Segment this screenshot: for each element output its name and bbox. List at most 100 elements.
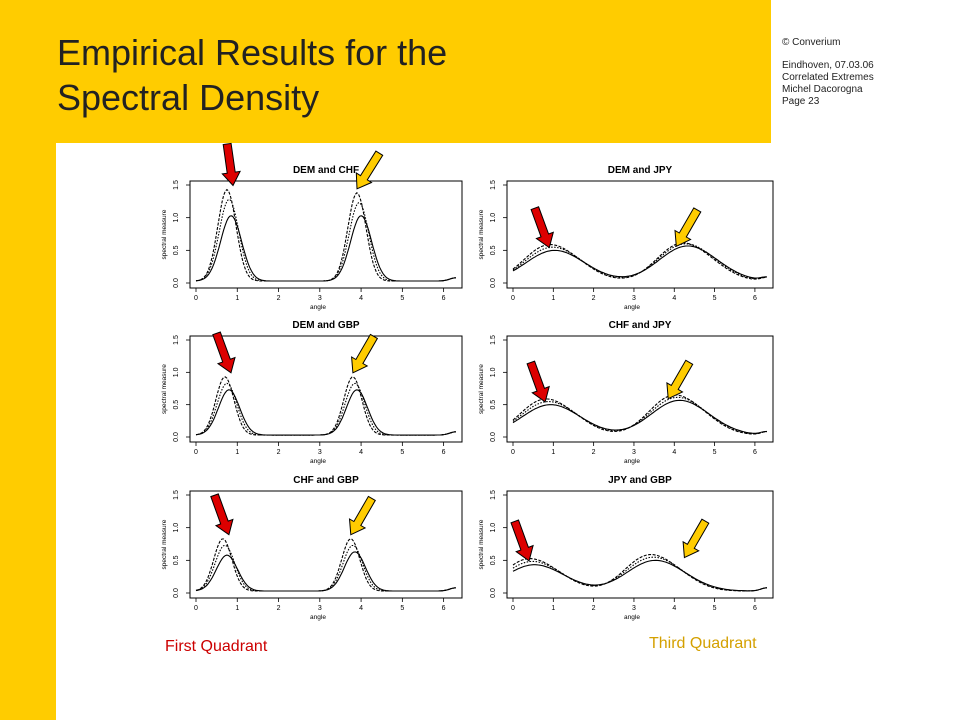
x-tick-label: 5: [400, 295, 404, 302]
chart-title: DEM and CHF: [293, 165, 359, 176]
x-tick-label: 2: [277, 449, 281, 456]
y-tick-label: 1.0: [490, 523, 497, 533]
x-tick-label: 3: [632, 449, 636, 456]
y-tick-label: 1.5: [173, 335, 180, 345]
plot-frame: [189, 180, 463, 289]
spectral-curve: [195, 188, 457, 282]
y-tick-label: 0.5: [173, 555, 180, 565]
x-axis-label: angle: [624, 304, 640, 311]
y-tick-label: 0.5: [173, 245, 180, 255]
x-tick-label: 1: [551, 605, 555, 612]
y-tick-label: 0.5: [173, 400, 180, 410]
x-tick-label: 5: [713, 449, 717, 456]
yellow-arrow-icon: [355, 150, 384, 190]
y-tick-label: 1.0: [173, 523, 180, 533]
y-tick-label: 0.5: [490, 555, 497, 565]
chart-panel: JPY and GBP 0 1 2 3 4 5 6 0.0 0.5 1.0 1.5 angle spect…: [478, 475, 774, 621]
x-tick-label: 0: [194, 449, 198, 456]
x-axis-label: angle: [310, 614, 326, 621]
plot-frame: [189, 335, 463, 443]
y-tick-label: 1.0: [490, 367, 497, 377]
chart-title: JPY and GBP: [608, 475, 672, 486]
red-arrow-icon: [526, 360, 550, 403]
plot-frame: [189, 490, 463, 599]
x-tick-label: 5: [713, 605, 717, 612]
x-tick-label: 2: [277, 295, 281, 302]
y-axis-label: spectral measure: [478, 519, 485, 569]
spectral-curve: [195, 376, 457, 436]
y-axis-label: spectral measure: [478, 364, 485, 414]
chart-panel: DEM and GBP 0 1 2 3 4 5 6 0.0 0.5 1.0 1.5 angle spect…: [161, 320, 463, 465]
meta-page: Page 23: [782, 96, 820, 107]
y-tick-label: 1.0: [490, 213, 497, 223]
chart-panel: CHF and JPY 0 1 2 3 4 5 6 0.0 0.5 1.0 1.5 angle spect…: [478, 320, 774, 465]
red-arrow-icon: [210, 493, 234, 536]
red-arrow-icon: [221, 142, 241, 187]
plot-frame: [506, 335, 774, 443]
x-tick-label: 1: [235, 605, 239, 612]
first-quadrant-label: First Quadrant: [165, 638, 268, 655]
x-tick-label: 3: [318, 605, 322, 612]
meta-author: Michel Dacorogna: [782, 84, 863, 95]
spectral-curve: [195, 198, 457, 282]
x-tick-label: 6: [442, 449, 446, 456]
y-tick-label: 1.5: [490, 180, 497, 190]
x-tick-label: 1: [235, 295, 239, 302]
y-tick-label: 0.0: [173, 278, 180, 288]
spectral-curve: [512, 245, 768, 279]
x-tick-label: 4: [672, 295, 676, 302]
spectral-curve: [512, 243, 768, 280]
spectral-curve: [195, 551, 457, 592]
y-tick-label: 1.5: [490, 335, 497, 345]
x-tick-label: 1: [235, 449, 239, 456]
y-axis-label: spectral measure: [478, 209, 485, 259]
x-tick-label: 6: [442, 295, 446, 302]
yellow-arrow-icon: [674, 207, 702, 248]
x-tick-label: 5: [400, 605, 404, 612]
x-tick-label: 3: [318, 295, 322, 302]
x-tick-label: 1: [551, 449, 555, 456]
x-tick-label: 6: [753, 605, 757, 612]
slide-meta: Eindhoven, 07.03.06 Correlated Extremes …: [782, 60, 874, 108]
y-tick-label: 1.0: [173, 367, 180, 377]
spectral-curve: [512, 559, 768, 592]
y-tick-label: 0.0: [173, 432, 180, 442]
spectral-curve: [195, 389, 457, 436]
x-tick-label: 0: [511, 295, 515, 302]
plot-frame: [506, 490, 774, 599]
chart-panel: DEM and CHF 0 1 2 3 4 5 6 0.0 0.5 1.0 1.5 angle spect…: [161, 142, 463, 311]
x-tick-label: 2: [592, 605, 596, 612]
y-axis-label: spectral measure: [161, 364, 168, 414]
x-tick-label: 0: [194, 295, 198, 302]
copyright-text: © Converium: [782, 37, 841, 48]
spectral-curve: [512, 396, 767, 435]
x-tick-label: 4: [359, 605, 363, 612]
y-tick-label: 1.0: [173, 213, 180, 223]
yellow-arrow-icon: [666, 359, 694, 400]
y-tick-label: 0.0: [490, 278, 497, 288]
plot-frame: [506, 180, 774, 289]
spectral-curve: [512, 556, 768, 592]
chart-title: DEM and GBP: [292, 320, 360, 331]
x-tick-label: 4: [359, 449, 363, 456]
yellow-arrow-icon: [682, 518, 710, 559]
chart-panel: DEM and JPY 0 1 2 3 4 5 6 0.0 0.5 1.0 1.5 angle spect…: [478, 165, 774, 311]
chart-title: CHF and GBP: [293, 475, 359, 486]
yellow-arrow-icon: [351, 333, 379, 374]
y-tick-label: 0.5: [490, 245, 497, 255]
x-axis-label: angle: [310, 458, 326, 465]
spectral-curve: [512, 394, 768, 435]
x-axis-label: angle: [310, 304, 326, 311]
y-tick-label: 0.0: [173, 588, 180, 598]
x-tick-label: 2: [277, 605, 281, 612]
red-arrow-icon: [212, 331, 236, 374]
yellow-arrow-icon: [348, 495, 376, 536]
slide-title-line2: Spectral Density: [57, 77, 320, 118]
spectral-curve: [512, 399, 768, 434]
chart-panel: CHF and GBP 0 1 2 3 4 5 6 0.0 0.5 1.0 1.5 angle spect…: [161, 475, 463, 621]
spectral-curve: [512, 554, 768, 592]
meta-date: Eindhoven, 07.03.06: [782, 60, 874, 71]
x-tick-label: 5: [713, 295, 717, 302]
x-tick-label: 4: [672, 605, 676, 612]
